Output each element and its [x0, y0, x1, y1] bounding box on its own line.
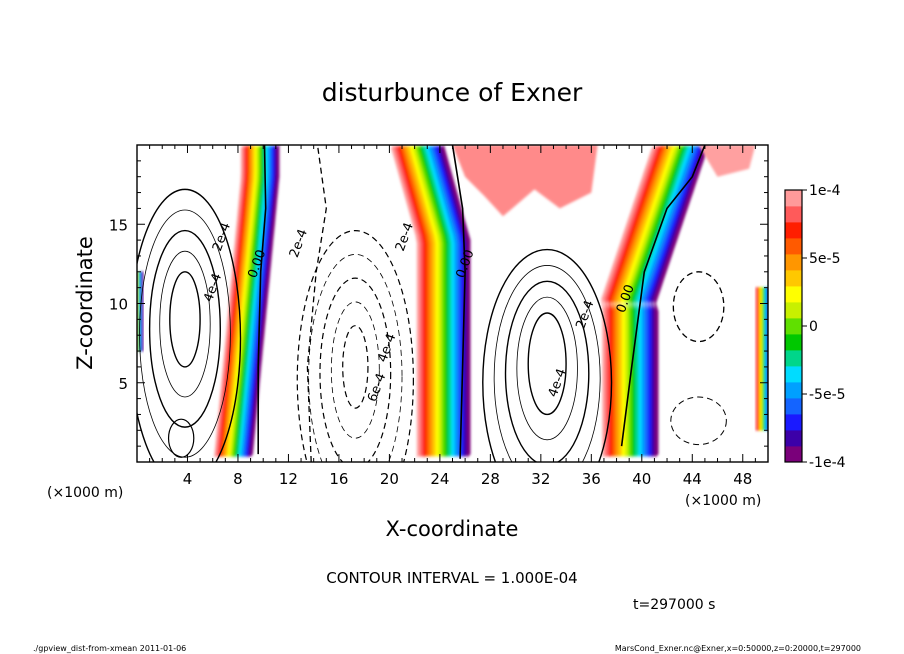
shading-band — [134, 272, 135, 351]
x-tick-label: 8 — [233, 470, 243, 488]
colorbar-tick-label: 5e-5 — [809, 251, 840, 267]
y-tick-label: 15 — [109, 216, 128, 234]
contour-rc-lobe — [516, 296, 578, 441]
colorbar-swatch — [785, 254, 802, 271]
shading-band — [653, 145, 710, 458]
colorbar-tick-label: 1e-4 — [809, 183, 841, 199]
colorbar-swatch — [785, 446, 802, 463]
x-tick-label: 20 — [380, 470, 399, 488]
contour-centre-lobe — [308, 254, 403, 462]
x-tick-label: 16 — [329, 470, 348, 488]
contour-zero-left — [257, 145, 267, 455]
x-tick-label: 28 — [481, 470, 500, 488]
colorbar-swatch — [785, 414, 802, 431]
colorbar-tick-label: -5e-5 — [809, 387, 846, 403]
y-tick-label: 10 — [109, 296, 128, 314]
contour-interval-label: CONTOUR INTERVAL = 1.000E-04 — [326, 569, 577, 587]
x-axis: 4 8 12 16 20 24 28 32 36 40 44 48 — [136, 145, 769, 488]
colorbar-swatch — [785, 286, 802, 303]
shading-band — [135, 272, 136, 351]
shading-band — [249, 145, 280, 459]
pink-corner-shading — [698, 145, 756, 177]
contour-centre-lobe — [319, 277, 392, 462]
contour-left-base — [167, 418, 195, 458]
contour-lines-layer — [137, 145, 727, 462]
shading-band — [134, 272, 135, 351]
shading-band — [142, 271, 144, 352]
shading-band — [769, 288, 770, 431]
colorbar-swatch — [785, 206, 802, 223]
y-axis: 5 10 15 — [109, 144, 768, 463]
x-tick-label: 40 — [632, 470, 651, 488]
contour-left-lobe — [137, 188, 242, 462]
x-axis-label: X-coordinate — [386, 517, 519, 541]
contour-rc-lobe — [527, 312, 567, 416]
x-tick-label: 48 — [733, 470, 752, 488]
x-tick-label: 32 — [531, 470, 550, 488]
shading-band — [770, 288, 771, 431]
contour-rc-lobe — [504, 280, 590, 462]
time-label: t=297000 s — [633, 597, 715, 613]
colorbar-swatch — [785, 270, 802, 287]
contour-left-lobe — [148, 229, 221, 428]
colorbar-tick-label: 0 — [809, 319, 818, 335]
colorbar-tick-label: -1e-4 — [809, 455, 846, 471]
contour-rc-lobe — [493, 265, 601, 462]
y-axis-label: Z-coordinate — [73, 236, 97, 370]
contour-centre-lobe — [330, 301, 380, 439]
colorbar-swatch — [785, 318, 802, 335]
contour-left-lobe — [159, 250, 211, 398]
contour-centre-outer — [306, 145, 327, 462]
plume-left-shading — [214, 145, 280, 459]
colorbar: 1e-4 5e-5 0 -5e-5 -1e-4 — [784, 183, 846, 471]
contour-zero-centre — [451, 145, 466, 459]
colorbar-swatch — [785, 190, 802, 207]
footer-right-text: MarsCond_Exner.nc@Exner,x=0:50000,z=0:20… — [615, 644, 861, 653]
colorbar-swatch — [785, 382, 802, 399]
colorbar-swatch — [785, 222, 802, 239]
contour-centre-lobe — [342, 325, 369, 409]
contour-zero-right — [620, 145, 706, 447]
chart-title: disturbunce of Exner — [322, 78, 583, 107]
contour-right-upper — [672, 271, 725, 343]
colorbar-swatch — [785, 398, 802, 415]
x-tick-label: 4 — [183, 470, 193, 488]
shading-band — [133, 272, 134, 351]
colorbar-swatch — [785, 238, 802, 255]
footer-left-text: ./gpview_dist-from-xmean 2011-01-06 — [33, 644, 186, 653]
y-tick-label: 5 — [118, 375, 128, 393]
colorbar-swatch — [785, 430, 802, 447]
x-unit-right: (×1000 m) — [685, 493, 761, 509]
x-tick-label: 12 — [279, 470, 298, 488]
contour-centre-lobe — [296, 230, 414, 462]
plume-right-shading — [601, 145, 710, 458]
x-tick-label: 36 — [582, 470, 601, 488]
x-tick-label: 24 — [430, 470, 449, 488]
contour-left-lobe — [139, 209, 231, 458]
contour-left-lobe — [169, 271, 201, 368]
colorbar-swatch — [785, 302, 802, 319]
pink-cap-shading — [452, 145, 598, 217]
left-edge-shading — [133, 271, 144, 352]
contour-rc-lobe — [482, 248, 613, 462]
shading-band — [136, 272, 137, 351]
colorbar-swatch — [785, 350, 802, 367]
contour-right-lower — [670, 396, 727, 446]
colorbar-swatch — [785, 334, 802, 351]
colorbar-swatch — [785, 366, 802, 383]
x-unit-left: (×1000 m) — [47, 485, 123, 501]
x-tick-label: 44 — [683, 470, 702, 488]
